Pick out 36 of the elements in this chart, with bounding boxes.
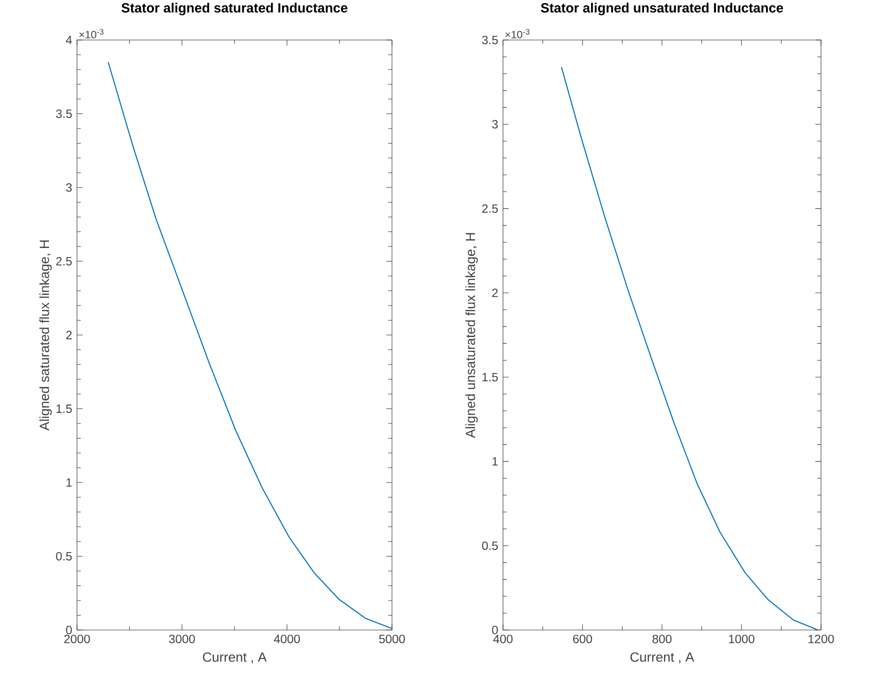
y-tick-label: 3.5 <box>482 36 498 44</box>
x-tick-label: 1200 <box>808 634 834 644</box>
y-tick-label: 3 <box>492 120 498 129</box>
y-tick-label: 0 <box>492 626 498 634</box>
y-tick-label: 0.5 <box>56 552 72 561</box>
y-tick-label: 0.5 <box>482 541 498 550</box>
y-axis-title: Aligned unsaturated flux linkage, H <box>465 233 478 438</box>
x-tick-label: 5000 <box>379 634 405 644</box>
text: ×10$^{-3}$ <box>79 28 104 38</box>
y-tick-label: 2.5 <box>56 256 72 266</box>
y-tick-label: 0 <box>66 626 72 634</box>
y-tick-label: 2.5 <box>482 204 498 213</box>
x-axis-title: Current , A <box>630 652 694 664</box>
x-tick-label: 800 <box>652 634 672 644</box>
x-tick-label: 4000 <box>274 634 300 644</box>
y-tick-label: 2 <box>492 288 498 298</box>
x-tick-label: 400 <box>493 634 513 644</box>
y-axis-title: Aligned saturated flux linkage, H <box>39 240 52 431</box>
y-tick-label: 2 <box>66 330 72 340</box>
x-axis-title: Current , A <box>202 652 267 664</box>
chart-title: Stator aligned saturated Inductance <box>122 2 348 16</box>
y-tick-label: 1 <box>66 478 72 487</box>
x-tick-label: 2000 <box>64 634 90 644</box>
x-tick-label: 3000 <box>169 634 195 644</box>
x-tick-label: 1000 <box>729 634 754 644</box>
y-tick-label: 3.5 <box>56 109 72 118</box>
text: ×10$^{-3}$ <box>505 28 530 38</box>
x-tick-label: 600 <box>573 634 592 644</box>
y-tick-label: 4 <box>66 36 72 44</box>
y-tick-label: 3 <box>66 183 72 192</box>
line-series <box>560 66 818 631</box>
y-tick-label: 1.5 <box>482 372 498 382</box>
chart-title: Stator aligned unsaturated Inductance <box>540 2 784 16</box>
y-tick-label: 1 <box>492 457 498 466</box>
y-tick-label: 1.5 <box>56 404 72 413</box>
line-series <box>108 62 393 630</box>
